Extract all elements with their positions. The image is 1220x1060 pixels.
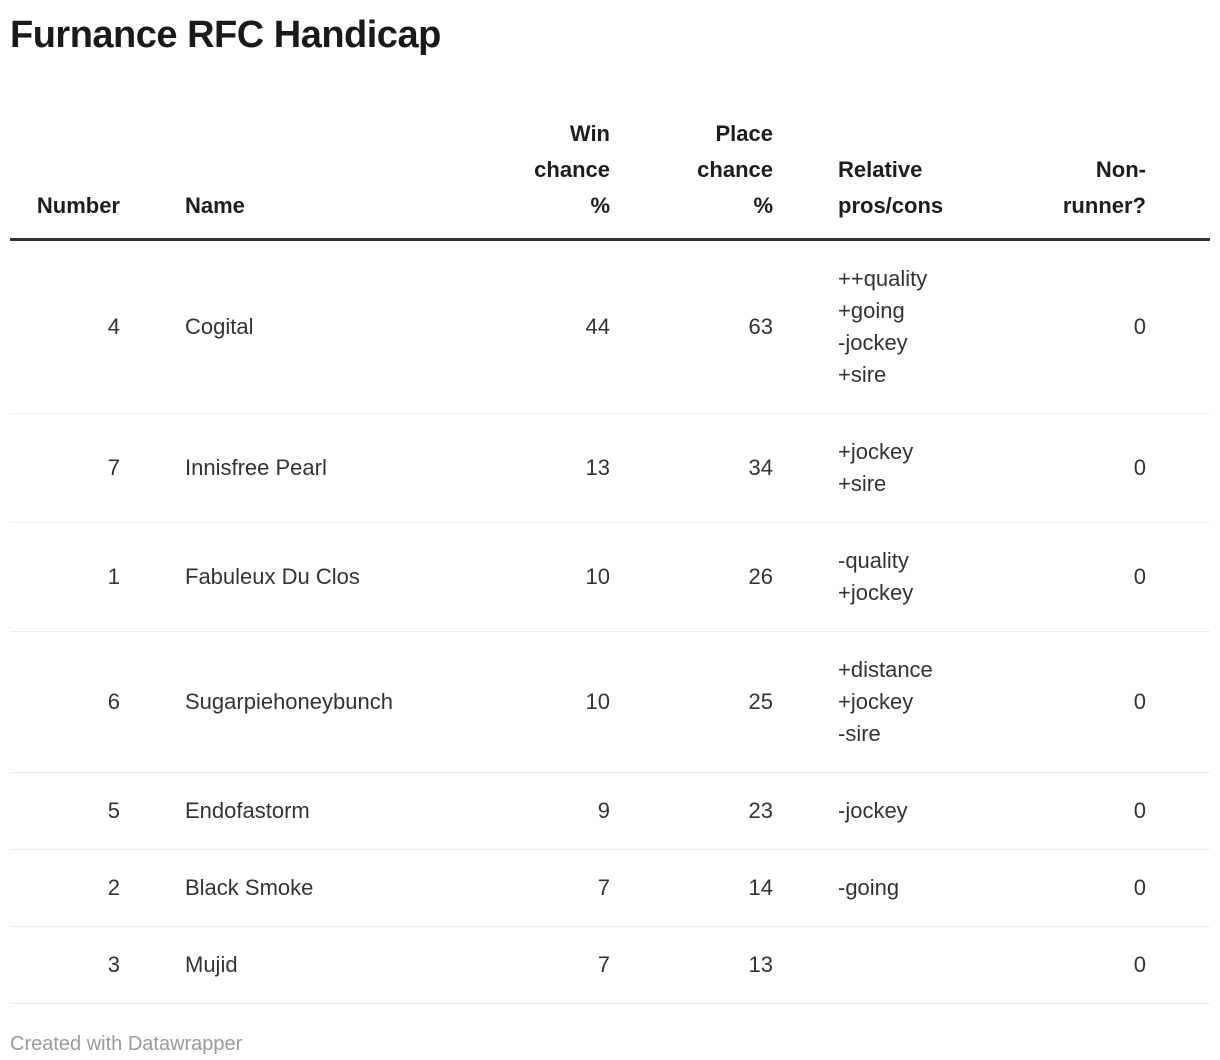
cell-name: Sugarpiehoneybunch [185, 689, 393, 714]
cell-non_runner: 0 [1133, 952, 1146, 977]
datawrapper-attribution-link[interactable]: Created with Datawrapper [10, 1033, 243, 1055]
table-row: 4 Cogital 44 63 ++quality +going -jockey +sire 0 [10, 240, 1210, 414]
cell-non_runner: 0 [1133, 314, 1146, 339]
table-row: 2 Black Smoke 7 14 -going 0 [10, 850, 1210, 927]
column-header-pros_cons: Relative pros/cons [838, 157, 944, 218]
cell-pros_cons: +jockey +sire [838, 439, 914, 496]
cell-place_chance_pct: 14 [748, 875, 773, 900]
cell-name: Cogital [185, 314, 254, 339]
table-body: 4 Cogital 44 63 ++quality +going -jockey +sire 0… [10, 240, 1210, 1004]
cell-place_chance_pct: 34 [748, 455, 773, 480]
cell-win_chance_pct: 10 [585, 689, 610, 714]
cell-name: Fabuleux Du Clos [185, 564, 360, 589]
table-row: 5 Endofastorm 9 23 -jockey 0 [10, 773, 1210, 850]
table-row: 1 Fabuleux Du Clos 10 26 -quality +jockey 0 [10, 523, 1210, 632]
cell-non_runner: 0 [1133, 689, 1146, 714]
cell-place_chance_pct: 26 [748, 564, 773, 589]
cell-name: Mujid [185, 952, 238, 977]
cell-name: Black Smoke [185, 875, 314, 900]
handicap-table: Number Name Win chance% Place chance% Relative… [10, 116, 1210, 1004]
cell-win_chance_pct: 13 [585, 455, 610, 480]
cell-win_chance_pct: 9 [597, 798, 610, 823]
cell-win_chance_pct: 10 [585, 564, 610, 589]
cell-place_chance_pct: 63 [748, 314, 773, 339]
cell-win_chance_pct: 7 [597, 875, 610, 900]
column-header-name: Name [185, 193, 245, 218]
cell-pros_cons: ++quality +going -jockey +sire [838, 266, 928, 387]
cell-win_chance_pct: 7 [597, 952, 610, 977]
cell-win_chance_pct: 44 [585, 314, 610, 339]
column-header-non_runner: Non-runner? [1062, 157, 1146, 218]
cell-number: 3 [107, 952, 120, 977]
cell-non_runner: 0 [1133, 798, 1146, 823]
table-row: 6 Sugarpiehoneybunch 10 25 +distance +jockey -… [10, 632, 1210, 773]
table-header-row: Number Name Win chance% Place chance% Relative… [10, 116, 1210, 240]
cell-number: 4 [107, 314, 120, 339]
cell-non_runner: 0 [1133, 875, 1146, 900]
column-header-number: Number [36, 193, 120, 218]
table-row: 3 Mujid 7 13 0 [10, 927, 1210, 1004]
cell-number: 2 [107, 875, 120, 900]
column-header-win_chance_pct: Win chance% [534, 121, 610, 218]
cell-number: 1 [107, 564, 120, 589]
cell-number: 6 [107, 689, 120, 714]
table-row: 7 Innisfree Pearl 13 34 +jockey +sire 0 [10, 414, 1210, 523]
cell-number: 7 [107, 455, 120, 480]
cell-place_chance_pct: 13 [748, 952, 773, 977]
cell-pros_cons: -jockey [838, 798, 908, 823]
cell-name: Endofastorm [185, 798, 310, 823]
cell-place_chance_pct: 23 [748, 798, 773, 823]
cell-pros_cons [773, 927, 1010, 1004]
cell-non_runner: 0 [1133, 455, 1146, 480]
cell-number: 5 [107, 798, 120, 823]
cell-non_runner: 0 [1133, 564, 1146, 589]
page-title: Furnance RFC Handicap [10, 14, 441, 56]
table-header: Number Name Win chance% Place chance% Relative… [10, 116, 1210, 240]
cell-pros_cons: -going [838, 875, 900, 900]
cell-pros_cons: +distance +jockey -sire [838, 657, 933, 746]
cell-pros_cons: -quality +jockey [838, 548, 914, 605]
cell-place_chance_pct: 25 [748, 689, 773, 714]
column-header-place_chance_pct: Place chance% [697, 121, 773, 218]
cell-name: Innisfree Pearl [185, 455, 327, 480]
